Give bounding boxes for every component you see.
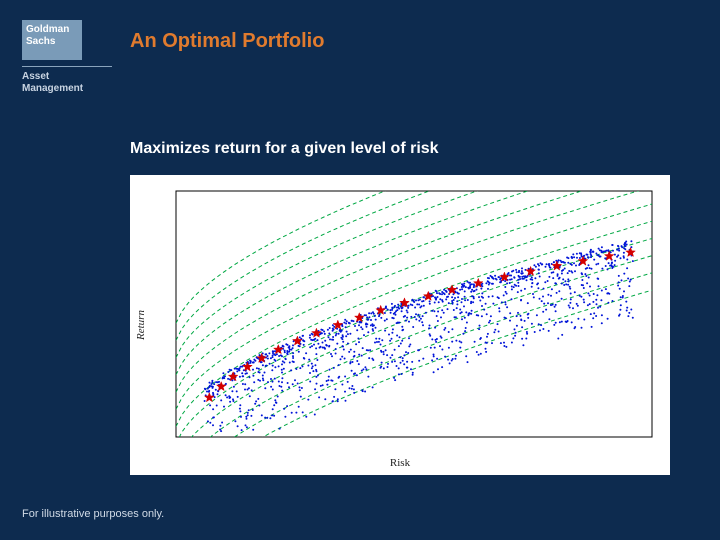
logo-subline-2: Management <box>22 83 114 95</box>
footnote: For illustrative purposes only. <box>22 508 164 520</box>
logo-line-1: Goldman <box>26 24 78 36</box>
logo-divider <box>22 66 112 67</box>
efficient-frontier-chart <box>140 185 660 455</box>
chart-container: Return Risk <box>130 175 670 475</box>
brand-logo: Goldman Sachs Asset Management <box>22 20 114 95</box>
logo-box: Goldman Sachs <box>22 20 82 60</box>
chart-xlabel: Risk <box>140 457 660 469</box>
page-subtitle: Maximizes return for a given level of ri… <box>130 140 439 158</box>
logo-subline-1: Asset <box>22 71 114 83</box>
page-title: An Optimal Portfolio <box>130 30 324 53</box>
logo-line-2: Sachs <box>26 36 78 48</box>
chart-ylabel: Return <box>135 310 147 340</box>
